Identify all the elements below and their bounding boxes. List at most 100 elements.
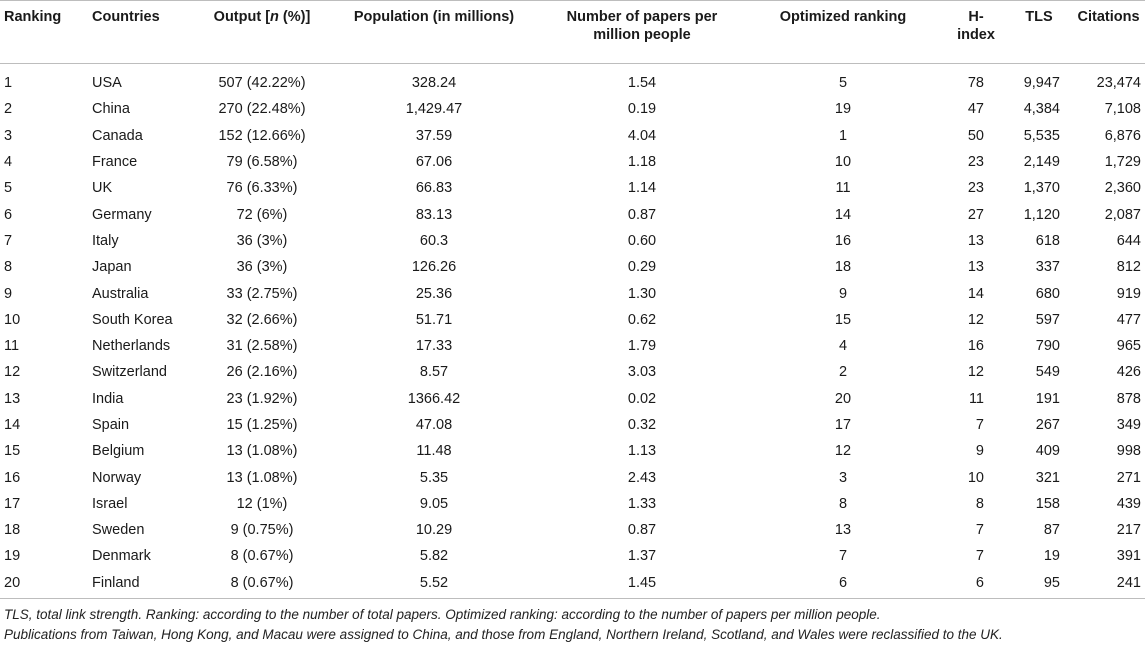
cell-ranking: 9 [4,285,13,302]
cell-optimized-ranking: 17 [834,417,852,433]
cell-ranking: 5 [4,180,13,197]
cell-citations: 271 [1116,469,1141,486]
cell-country: Italy [92,232,119,249]
cell-papers-per-million: 1.45 [544,569,740,599]
cell-papers-per-million: 0.87 [627,522,657,539]
cell-population: 11.48 [416,443,452,460]
cell-h-index: 27 [967,206,984,223]
cell-citations: 6,876 [1104,127,1141,144]
cell-country: Japan [92,259,132,276]
cell-papers-per-million: 0.02 [627,390,657,407]
cell-country: Denmark [92,548,151,565]
header-output: Output [n (%)] [200,0,324,64]
cell-population: 1366.42 [407,390,461,407]
cell-ranking: 12 [4,364,21,381]
cell-country: China [92,101,130,118]
cell-population: 9.05 [419,495,449,512]
cell-ranking: 6 [4,206,13,223]
cell-tls: 680 [1035,285,1060,302]
cell-papers-per-million: 0.29 [627,259,657,276]
cell-papers-per-million: 1.13 [627,443,657,460]
cell-ranking: 19 [4,548,21,565]
table-row: 12 Switzerland 26 (2.16%) 8.57 3.03 2 12 549 426 [0,359,1145,385]
cell-citations: 217 [1116,522,1141,539]
cell-output: 79 (6.58%) [226,154,298,171]
cell-ranking: 7 [4,232,13,249]
table-body: 1 USA 507 (42.22%) 328.24 1.54 5 78 9,947 23,474… [0,64,1145,599]
cell-tls: 409 [1035,443,1060,460]
table-row: 3 Canada 152 (12.66%) 37.59 4.04 1 50 5,535 6,87… [0,123,1145,149]
header-population: Population (in millions) [324,0,544,64]
cell-papers-per-million: 1.79 [627,338,657,355]
cell-papers-per-million: 0.19 [627,101,657,118]
cell-tls: 337 [1035,259,1060,276]
cell-tls: 158 [1035,495,1060,512]
cell-country: South Korea [92,311,173,328]
cell-h-index: 7 [975,522,984,539]
cell-country: Sweden [92,522,145,539]
cell-optimized-ranking: 11 [835,180,851,197]
header-optimized-ranking: Optimized ranking [740,0,946,64]
cell-h-index: 23 [967,180,984,197]
cell-output: 270 (22.48%) [218,101,306,118]
header-papers-per-million: Number of papers per million people [544,0,740,64]
cell-citations: 919 [1116,285,1141,302]
cell-country: Israel [92,495,128,512]
cell-country: India [92,390,124,407]
cell-output: 26 (2.16%) [226,364,298,381]
cell-h-index: 7 [975,417,984,433]
cell-papers-per-million: 0.62 [627,311,657,328]
table-row: 2 China 270 (22.48%) 1,429.47 0.19 19 47 4,384 7… [0,96,1145,122]
cell-ranking: 14 [4,417,21,433]
cell-output: 36 (3%) [236,232,288,249]
header-ranking: Ranking [0,0,88,64]
cell-country: Netherlands [92,338,171,355]
cell-output: 9 (0.75%) [230,522,294,539]
table-row: 8 Japan 36 (3%) 126.26 0.29 18 13 337 812 [0,254,1145,280]
cell-citations: 2,087 [1104,206,1141,223]
cell-tls: 5,535 [1023,127,1060,144]
cell-country: Germany [92,206,152,223]
cell-citations: 2,360 [1104,180,1141,197]
header-h-index: H-index [946,0,1006,64]
footnotes: TLS, total link strength. Ranking: accor… [0,599,1145,645]
cell-papers-per-million: 1.14 [627,180,657,197]
cell-country: Canada [92,127,143,144]
cell-ranking: 13 [4,390,21,407]
cell-papers-per-million: 0.87 [627,206,657,223]
cell-citations: 391 [1116,548,1141,565]
table-row: 18 Sweden 9 (0.75%) 10.29 0.87 13 7 87 217 [0,517,1145,543]
table-row: 1 USA 507 (42.22%) 328.24 1.54 5 78 9,947 23,474 [0,64,1145,97]
cell-optimized-ranking: 14 [834,206,852,223]
cell-country: Switzerland [92,364,167,381]
cell-citations: 1,729 [1104,154,1141,171]
table-row: 7 Italy 36 (3%) 60.3 0.60 16 13 618 644 [0,228,1145,254]
cell-h-index: 12 [967,311,984,328]
cell-citations: 812 [1116,259,1141,276]
cell-papers-per-million: 1.37 [627,548,657,565]
cell-tls: 790 [1035,338,1060,355]
cell-h-index: 6 [946,569,1006,599]
cell-h-index: 11 [968,390,984,407]
cell-output: 8 (0.67%) [230,548,294,565]
cell-optimized-ranking: 18 [834,259,852,276]
cell-population: 17.33 [415,338,453,355]
cell-population: 83.13 [415,206,453,223]
cell-h-index: 12 [967,364,984,381]
cell-papers-per-million: 1.33 [627,495,657,512]
cell-country: Belgium [92,443,145,460]
cell-h-index: 13 [967,259,984,276]
table-row: 10 South Korea 32 (2.66%) 51.71 0.62 15 12 597 4… [0,307,1145,333]
table-row: 6 Germany 72 (6%) 83.13 0.87 14 27 1,120 2,087 [0,201,1145,227]
cell-ranking: 18 [4,522,21,539]
cell-country: Norway [92,469,142,486]
footnote-abbreviations: TLS, total link strength. Ranking: accor… [4,606,881,622]
cell-h-index: 14 [967,285,984,302]
cell-population: 25.36 [415,285,453,302]
countries-table: Ranking Countries Output [n (%)] Populat… [0,0,1145,599]
cell-optimized-ranking: 13 [834,522,852,539]
cell-output: 152 (12.66%) [218,127,306,144]
cell-h-index: 16 [967,338,984,355]
cell-citations: 878 [1116,390,1141,407]
cell-output: 72 (6%) [236,206,288,223]
